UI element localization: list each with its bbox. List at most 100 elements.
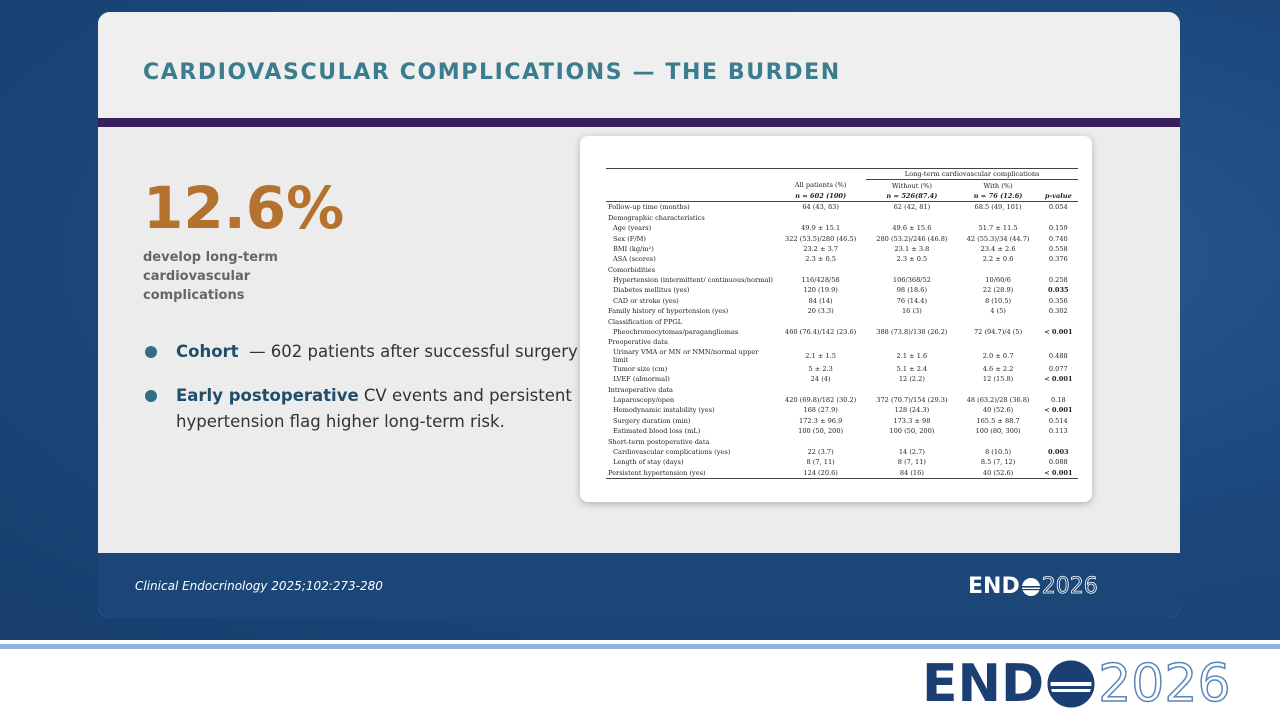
cell: 76 (14.4) [896, 296, 928, 305]
cell: 4 (5) [990, 307, 1006, 316]
p-value: < 0.001 [1038, 467, 1078, 479]
bullet-lead: Early postoperative [176, 386, 359, 405]
stripe [0, 644, 1280, 649]
row-label: BMI (kg/m²) [613, 244, 654, 253]
cell: 128 (24.3) [894, 406, 930, 415]
table-row: Urinary VMA or MN or NMN/normal upper li… [606, 348, 1078, 364]
cell: 2.1 ± 1.6 [896, 351, 928, 360]
cell: 84 (16) [866, 467, 958, 479]
section-row: Classification of PPGL [606, 316, 1078, 326]
table-body: Follow-up time (months) 64 (43, 83) 62 (42… [606, 202, 1078, 479]
section-row: Demographic characteristics [606, 213, 1078, 223]
p-header: p-value [1038, 190, 1078, 203]
cell: 20 (3.3) [807, 307, 834, 316]
bullet: Early postoperative CV events and persis… [143, 383, 616, 435]
cell: 42 (55.3)/34 (44.7) [966, 234, 1030, 243]
p-value: 0.558 [1048, 244, 1068, 253]
table-row: Cardiovascular complications (yes) 22 (3.… [606, 447, 1078, 457]
group-header: Long-term cardiovascular complications [866, 167, 1078, 181]
table-header-row: All patients (%) Without (%) With (%) [606, 180, 1078, 191]
table-row: Surgery duration (min) 172.3 ± 96.9 173.3 … [606, 416, 1078, 426]
column-n: n = 76 (12.6) [957, 190, 1039, 203]
table-row: Hypertension (intermittent/ continuous/n… [606, 275, 1078, 285]
stat-caption: develop long-term cardiovascular complic… [143, 250, 278, 303]
p-value: 0.258 [1048, 276, 1068, 285]
column-header: Without (%) [891, 181, 932, 190]
stat-value: 12.6% [143, 174, 345, 242]
logo-globe [1047, 660, 1095, 708]
bottom-bar: END 2026 [0, 640, 1280, 720]
cell: 68.5 (49, 101) [974, 203, 1022, 212]
p-value: 0.003 [1047, 447, 1069, 456]
table-row: Pheochromocytomas/paragangliomas 460 (76.… [606, 327, 1078, 337]
row-label: Diabetes mellitus (yes) [613, 286, 690, 295]
data-table: Long-term cardiovascular complications A… [606, 167, 1078, 479]
slide-title: CARDIOVASCULAR COMPLICATIONS — THE BURDE… [143, 60, 841, 85]
bullet-text: — 602 patients after successful surgery [249, 342, 578, 361]
p-value: 0.488 [1048, 351, 1068, 360]
row-label: Comorbidities [608, 265, 656, 274]
cell: 165.5 ± 88.7 [976, 416, 1020, 425]
logo-right: 2026 [1097, 653, 1231, 715]
row-label: ASA (scores) [613, 255, 656, 264]
row-label: Classification of PPGL [608, 317, 683, 326]
table-row: Family history of hypertension (yes) 20 (… [606, 306, 1078, 316]
table-row: Length of stay (days) 8 (7, 11) 8 (7, 11) 8… [606, 457, 1078, 467]
logo-left: END [968, 574, 1020, 599]
table-n-row: n = 602 (100) n = 526(87.4) n = 76 (12.6… [606, 190, 1078, 203]
cell: 84 (14) [808, 296, 833, 305]
table-row: CAD or stroke (yes) 84 (14) 76 (14.4) 8 (10… [606, 296, 1078, 306]
p-value: 0.356 [1048, 296, 1068, 305]
cell: 12 (2.2) [898, 375, 925, 384]
table-row: BMI (kg/m²) 23.2 ± 3.7 23.1 ± 3.8 23.4 ± 2.… [606, 244, 1078, 254]
row-label: Laparoscopy/open [613, 396, 675, 404]
table-row: Follow-up time (months) 64 (43, 83) 62 (42… [606, 202, 1078, 213]
p-value: 0.514 [1048, 416, 1068, 425]
cell: 5 ± 2.3 [808, 364, 833, 373]
table-row: LVEF (abnormal) 24 (4) 12 (2.2) 12 (15.8) < … [606, 374, 1078, 384]
cell: 64 (43, 83) [802, 203, 839, 212]
p-value: 0.302 [1048, 307, 1068, 316]
cell: 23.1 ± 3.8 [894, 244, 930, 253]
cell: 8 (10.5) [985, 447, 1012, 456]
p-value: 0.376 [1048, 255, 1068, 264]
cell: 24 (4) [810, 375, 831, 384]
cell: 8.5 (7, 12) [980, 458, 1016, 467]
cell: 49.9 ± 15.1 [801, 224, 841, 233]
bullet-dot [145, 390, 157, 402]
cell: 14 (2.7) [898, 447, 925, 456]
row-label: Intraoperative data [608, 385, 673, 394]
column-n: n = 602 (100) [775, 190, 867, 203]
cell: 106/368/52 [892, 276, 931, 285]
column-header: All patients (%) [794, 181, 847, 190]
bullet-dot [145, 346, 157, 358]
table-row: Tumor size (cm) 5 ± 2.3 5.1 ± 2.4 4.6 ± 2.2… [606, 364, 1078, 374]
row-label: Follow-up time (months) [608, 203, 690, 212]
table-image: Long-term cardiovascular complications A… [580, 136, 1092, 502]
logo-right: 2026 [1041, 574, 1098, 600]
p-value: 0.035 [1047, 286, 1069, 295]
cell: 16 (3) [901, 307, 922, 316]
cell: 51.7 ± 11.5 [978, 224, 1018, 233]
cell: 100 (80, 300) [975, 427, 1021, 436]
cell: 116/428/58 [801, 276, 840, 285]
cell: 2.2 ± 0.6 [982, 255, 1014, 264]
divider [98, 118, 1180, 127]
cell: 8 (7, 11) [897, 458, 926, 467]
cell: 120 (19.9) [803, 286, 838, 295]
column-n: n = 526(87.4) [866, 190, 958, 203]
citation: Clinical Endocrinology 2025;102:273-280 [135, 579, 383, 593]
cell: 100 (50, 200) [798, 427, 844, 436]
cell: 420 (69.8)/182 (30.2) [785, 396, 857, 404]
row-label: Family history of hypertension (yes) [608, 307, 729, 316]
cell: 4.6 ± 2.2 [982, 364, 1014, 373]
cell: 460 (76.4)/142 (23.6) [785, 328, 857, 337]
section-row: Short-term postoperative data [606, 436, 1078, 446]
slide-footer [98, 553, 1180, 618]
p-value: < 0.001 [1044, 328, 1073, 337]
row-label: Preoperative data [608, 338, 668, 347]
p-value: 0.159 [1048, 224, 1068, 233]
cell: 40 (52.6) [982, 406, 1014, 415]
p-value: 0.740 [1048, 234, 1068, 243]
cell: 388 (73.8)/138 (26.2) [876, 328, 948, 337]
